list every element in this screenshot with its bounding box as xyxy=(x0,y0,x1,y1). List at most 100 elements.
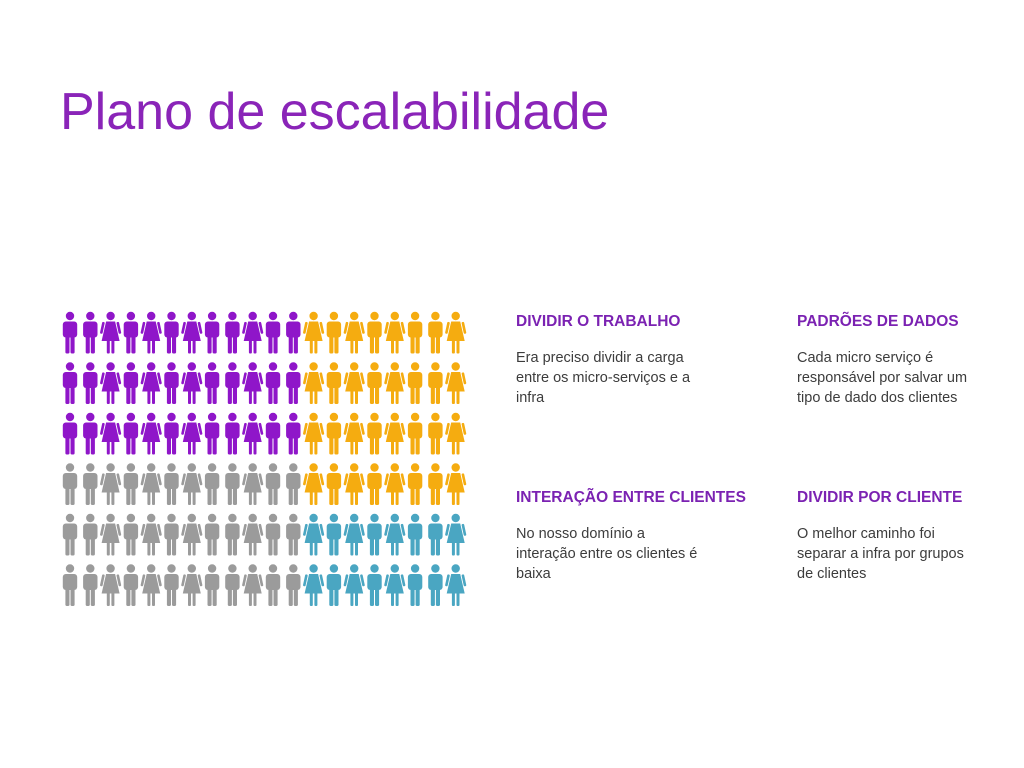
woman-yellow-icon xyxy=(303,463,325,505)
woman-gray-icon xyxy=(140,463,162,505)
woman-gray-icon xyxy=(181,513,203,556)
woman-yellow-icon xyxy=(343,412,365,455)
woman-yellow-icon xyxy=(343,463,365,505)
man-gray-icon xyxy=(164,564,179,606)
man-purple-icon xyxy=(123,362,139,404)
man-gray-icon xyxy=(83,513,98,556)
man-purple-icon xyxy=(164,412,179,455)
man-teal-icon xyxy=(407,564,423,606)
man-purple-icon xyxy=(286,412,301,455)
man-yellow-icon xyxy=(428,412,443,455)
people-infographic xyxy=(60,308,470,608)
block-body: Cada micro serviço é responsável por sal… xyxy=(797,349,968,406)
man-gray-icon xyxy=(83,564,98,606)
man-yellow-icon xyxy=(367,311,382,354)
woman-teal-icon xyxy=(445,513,467,556)
man-yellow-icon xyxy=(428,362,443,404)
woman-purple-icon xyxy=(181,412,203,455)
woman-gray-icon xyxy=(100,463,122,505)
woman-purple-icon xyxy=(242,412,264,455)
man-purple-icon xyxy=(83,412,98,455)
woman-yellow-icon xyxy=(343,311,365,354)
man-purple-icon xyxy=(265,412,281,455)
man-purple-icon xyxy=(123,412,139,455)
man-purple-icon xyxy=(164,362,179,404)
man-gray-icon xyxy=(225,463,240,505)
woman-yellow-icon xyxy=(303,412,325,455)
woman-gray-icon xyxy=(242,513,264,556)
man-gray-icon xyxy=(204,513,220,556)
woman-purple-icon xyxy=(100,362,122,404)
man-gray-icon xyxy=(204,463,220,505)
man-yellow-icon xyxy=(326,311,342,354)
man-purple-icon xyxy=(62,311,78,354)
man-yellow-icon xyxy=(407,463,423,505)
woman-yellow-icon xyxy=(445,463,467,505)
woman-gray-icon xyxy=(140,513,162,556)
block-heading: DIVIDIR POR CLIENTE xyxy=(797,489,963,506)
woman-teal-icon xyxy=(343,564,365,606)
man-purple-icon xyxy=(204,362,220,404)
woman-yellow-icon xyxy=(384,463,406,505)
woman-purple-icon xyxy=(181,311,203,354)
man-yellow-icon xyxy=(367,362,382,404)
man-purple-icon xyxy=(164,311,179,354)
block-heading: PADRÕES DE DADOS xyxy=(797,313,959,330)
block-heading: DIVIDIR O TRABALHO xyxy=(516,313,681,330)
woman-yellow-icon xyxy=(343,362,365,404)
man-teal-icon xyxy=(326,513,342,556)
woman-purple-icon xyxy=(140,412,162,455)
info-block-interacao-clientes: INTERAÇÃO ENTRE CLIENTES No nosso domíni… xyxy=(516,489,756,584)
man-yellow-icon xyxy=(326,463,342,505)
man-purple-icon xyxy=(204,412,220,455)
woman-purple-icon xyxy=(242,311,264,354)
man-gray-icon xyxy=(265,463,281,505)
block-body: Era preciso dividir a carga entre os mic… xyxy=(516,349,691,406)
man-purple-icon xyxy=(265,362,281,404)
man-yellow-icon xyxy=(428,311,443,354)
man-yellow-icon xyxy=(407,362,423,404)
man-purple-icon xyxy=(286,362,301,404)
man-purple-icon xyxy=(83,311,98,354)
woman-purple-icon xyxy=(242,362,264,404)
man-yellow-icon xyxy=(367,412,382,455)
man-gray-icon xyxy=(265,513,281,556)
woman-yellow-icon xyxy=(445,412,467,455)
man-yellow-icon xyxy=(407,412,423,455)
woman-teal-icon xyxy=(303,564,325,606)
man-purple-icon xyxy=(204,311,220,354)
man-teal-icon xyxy=(407,513,423,556)
man-purple-icon xyxy=(123,311,139,354)
woman-purple-icon xyxy=(140,362,162,404)
slide-title: Plano de escalabilidade xyxy=(60,83,610,141)
woman-purple-icon xyxy=(100,311,122,354)
man-gray-icon xyxy=(204,564,220,606)
man-teal-icon xyxy=(428,564,443,606)
man-yellow-icon xyxy=(326,412,342,455)
man-purple-icon xyxy=(225,311,240,354)
people-icon-grid xyxy=(62,311,467,606)
info-block-dividir-trabalho: DIVIDIR O TRABALHO Era preciso dividir a… xyxy=(516,313,756,408)
man-gray-icon xyxy=(83,463,98,505)
man-purple-icon xyxy=(83,362,98,404)
info-block-dividir-cliente: DIVIDIR POR CLIENTE O melhor caminho foi… xyxy=(797,489,1024,584)
man-purple-icon xyxy=(225,412,240,455)
man-purple-icon xyxy=(62,412,78,455)
woman-teal-icon xyxy=(384,513,406,556)
woman-gray-icon xyxy=(242,463,264,505)
block-body: O melhor caminho foi separar a infra por… xyxy=(797,525,964,582)
man-gray-icon xyxy=(265,564,281,606)
info-block-padroes-dados: PADRÕES DE DADOS Cada micro serviço é re… xyxy=(797,313,1024,408)
woman-yellow-icon xyxy=(384,362,406,404)
block-body: No nosso domínio a interação entre os cl… xyxy=(516,525,698,582)
man-gray-icon xyxy=(225,564,240,606)
man-gray-icon xyxy=(286,463,301,505)
man-gray-icon xyxy=(123,513,139,556)
woman-purple-icon xyxy=(140,311,162,354)
woman-yellow-icon xyxy=(384,311,406,354)
woman-teal-icon xyxy=(445,564,467,606)
man-gray-icon xyxy=(62,513,78,556)
man-purple-icon xyxy=(62,362,78,404)
man-gray-icon xyxy=(62,463,78,505)
woman-yellow-icon xyxy=(303,362,325,404)
